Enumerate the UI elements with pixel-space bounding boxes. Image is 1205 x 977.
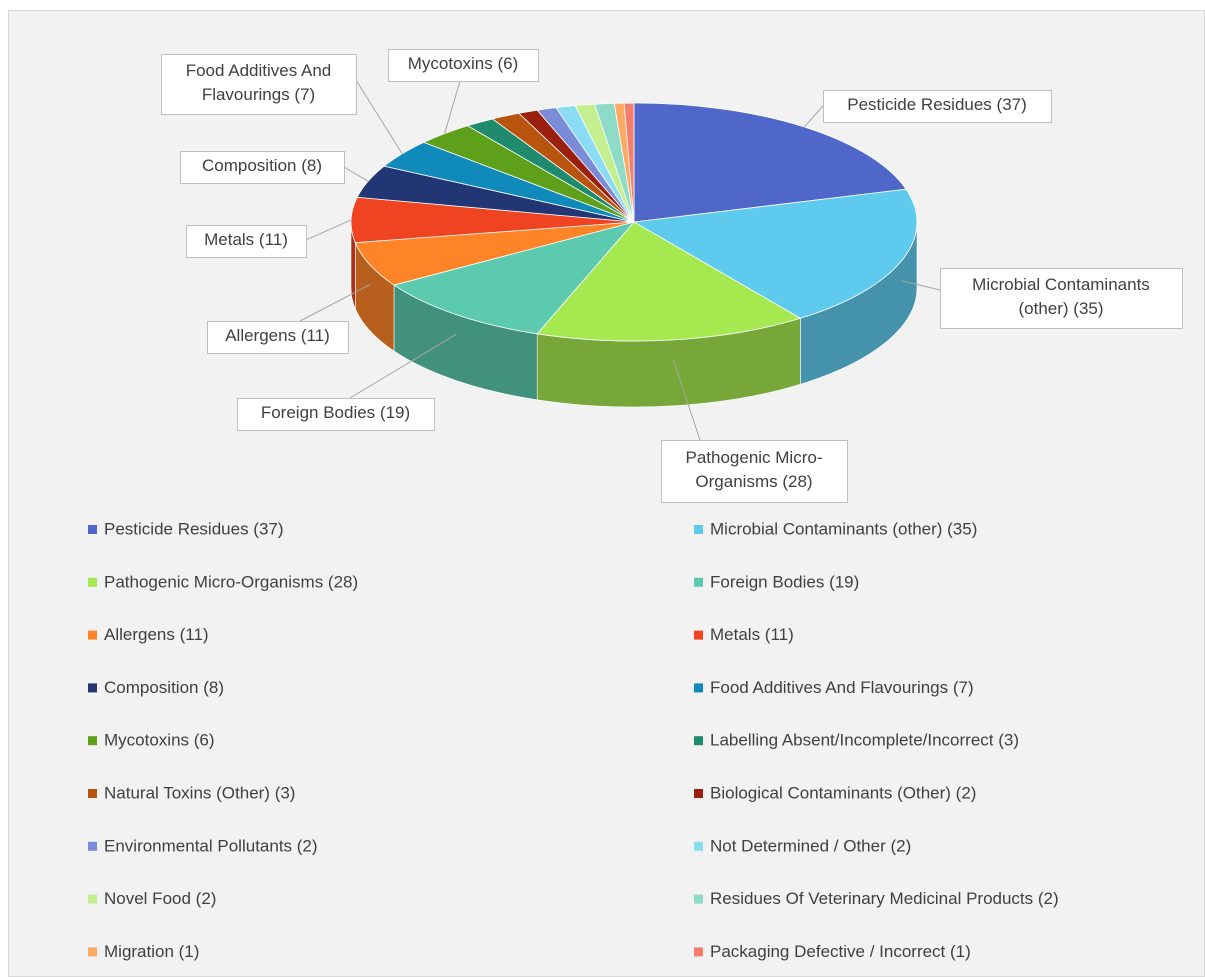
legend-label: Not Determined / Other (2)	[710, 836, 911, 855]
data-label-box	[940, 268, 1183, 329]
data-label-line: Food Additives And	[186, 61, 332, 80]
legend-label: Microbial Contaminants (other) (35)	[710, 519, 977, 538]
legend-swatch	[694, 683, 703, 693]
data-label: Food Additives And Flavourings (7)	[186, 61, 332, 104]
data-label: Composition (8)	[202, 156, 322, 175]
legend-swatch	[88, 683, 97, 693]
legend-swatch	[694, 789, 703, 798]
legend-swatch	[88, 894, 97, 904]
data-label: Microbial Contaminants (other) (35)	[972, 275, 1150, 318]
data-label: Metals (11)	[204, 230, 288, 249]
legend-label: Composition (8)	[104, 678, 224, 697]
leader-line	[672, 359, 701, 441]
data-label-box	[237, 398, 435, 431]
data-label-box	[388, 49, 539, 82]
legend-swatch	[88, 736, 97, 746]
legend-swatch	[694, 736, 703, 746]
leader-line	[299, 284, 371, 322]
pie-slice	[632, 188, 918, 319]
data-label-box	[661, 440, 848, 503]
data-label: Allergens (11)	[225, 326, 330, 345]
legend-swatch	[694, 894, 703, 904]
legend-label: Natural Toxins (Other) (3)	[104, 783, 295, 802]
legend-swatch	[694, 525, 703, 534]
legend-swatch	[694, 841, 703, 851]
data-label-box	[207, 321, 349, 354]
data-label: Mycotoxins (6)	[408, 54, 519, 73]
leader-line	[349, 334, 457, 399]
legend-label: Packaging Defective / Incorrect (1)	[710, 942, 971, 961]
legend-label: Labelling Absent/Incomplete/Incorrect (3…	[710, 731, 1019, 750]
legend-label: Novel Food (2)	[104, 889, 216, 908]
legend-label: Mycotoxins (6)	[104, 731, 215, 750]
legend-label: Biological Contaminants (Other) (2)	[710, 783, 976, 802]
legend-swatch	[694, 947, 703, 957]
data-label-line: Mycotoxins (6)	[408, 54, 519, 73]
legend-swatch	[88, 630, 97, 640]
data-label: Pesticide Residues (37)	[847, 95, 1027, 114]
legend-swatch	[88, 789, 97, 798]
data-label-line: Flavourings (7)	[202, 85, 315, 104]
data-label-box	[186, 225, 307, 258]
legend-label: Pesticide Residues (37)	[104, 519, 284, 538]
data-label-line: Pesticide Residues (37)	[847, 95, 1027, 114]
data-label-box	[161, 54, 357, 115]
leader-line	[444, 80, 461, 134]
data-label-line: Organisms (28)	[695, 472, 812, 491]
data-label-line: Allergens (11)	[225, 326, 330, 345]
leader-line	[803, 105, 824, 128]
leader-line	[343, 166, 369, 182]
leader-line	[305, 219, 352, 241]
legend-label: Food Additives And Flavourings (7)	[710, 678, 974, 697]
pie-slice	[536, 221, 802, 342]
legend-swatch	[88, 947, 97, 957]
data-label-line: Pathogenic Micro-	[685, 448, 822, 467]
data-label-line: Microbial Contaminants	[972, 275, 1150, 294]
data-label: Pathogenic Micro- Organisms (28)	[685, 448, 822, 491]
leader-line	[355, 79, 403, 155]
data-label-line: Composition (8)	[202, 156, 322, 175]
legend-swatch	[694, 630, 703, 640]
legend-label: Environmental Pollutants (2)	[104, 836, 318, 855]
pie-slice	[623, 102, 635, 223]
data-label-line: Foreign Bodies (19)	[261, 403, 410, 422]
legend-label: Foreign Bodies (19)	[710, 572, 859, 591]
data-label: Foreign Bodies (19)	[261, 403, 410, 422]
data-label-line: (other) (35)	[1018, 299, 1103, 318]
pie-slice	[393, 221, 636, 335]
legend-swatch	[694, 577, 703, 587]
legend-swatch	[88, 577, 97, 587]
data-label-line: Metals (11)	[204, 230, 288, 249]
data-label-box	[823, 90, 1052, 123]
legend-label: Metals (11)	[710, 625, 794, 644]
pie-slice	[633, 102, 907, 223]
legend-swatch	[88, 841, 97, 851]
legend-label: Allergens (11)	[104, 625, 209, 644]
legend-label: Migration (1)	[104, 942, 199, 961]
legend-label: Pathogenic Micro-Organisms (28)	[104, 572, 358, 591]
legend-label: Residues Of Veterinary Medicinal Product…	[710, 889, 1059, 908]
legend-swatch	[88, 525, 97, 534]
data-label-box	[180, 151, 345, 184]
leader-line	[901, 280, 941, 291]
